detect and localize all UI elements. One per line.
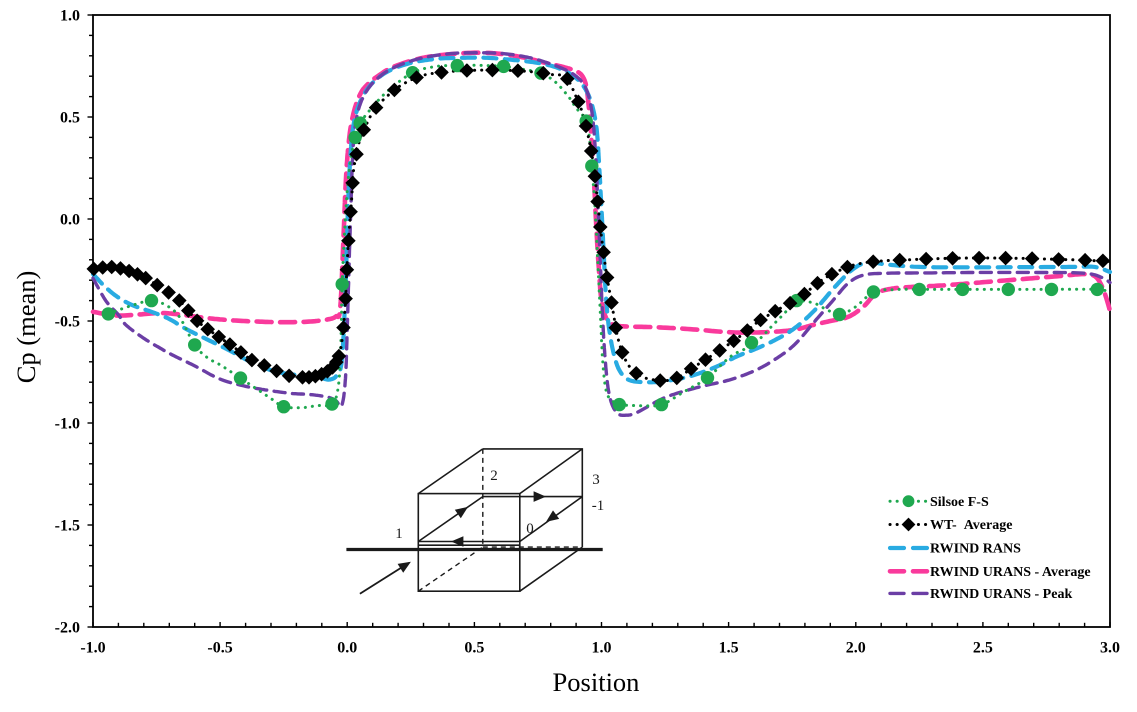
svg-text:0.0: 0.0 [60,211,80,228]
svg-text:Cp (mean): Cp (mean) [11,271,41,384]
svg-text:1: 1 [395,526,403,542]
svg-text:2.5: 2.5 [973,640,993,657]
svg-text:WT- Average: WT- Average [930,518,1012,533]
svg-text:1.0: 1.0 [60,7,80,24]
svg-text:0.5: 0.5 [464,640,484,657]
svg-text:RWIND URANS - Peak: RWIND URANS - Peak [930,587,1072,602]
svg-text:Silsoe F-S: Silsoe F-S [930,495,989,510]
svg-text:RWIND URANS - Average: RWIND URANS - Average [930,565,1091,580]
svg-text:-1: -1 [592,498,605,514]
svg-text:1.5: 1.5 [719,640,739,657]
svg-text:-2.0: -2.0 [55,619,80,636]
svg-text:-1.5: -1.5 [55,517,80,534]
svg-text:RWIND RANS: RWIND RANS [930,542,1021,557]
svg-text:1.0: 1.0 [592,640,612,657]
svg-text:0.0: 0.0 [337,640,357,657]
svg-text:Position: Position [553,667,640,697]
svg-text:0.5: 0.5 [60,109,80,126]
svg-text:3.0: 3.0 [1100,640,1120,657]
svg-text:-1.0: -1.0 [80,640,105,657]
svg-text:3: 3 [592,472,600,488]
svg-text:0: 0 [526,521,534,537]
svg-text:-1.0: -1.0 [55,415,80,432]
svg-text:-0.5: -0.5 [55,313,80,330]
svg-text:2: 2 [490,468,498,484]
svg-text:-0.5: -0.5 [207,640,232,657]
svg-text:2.0: 2.0 [846,640,866,657]
